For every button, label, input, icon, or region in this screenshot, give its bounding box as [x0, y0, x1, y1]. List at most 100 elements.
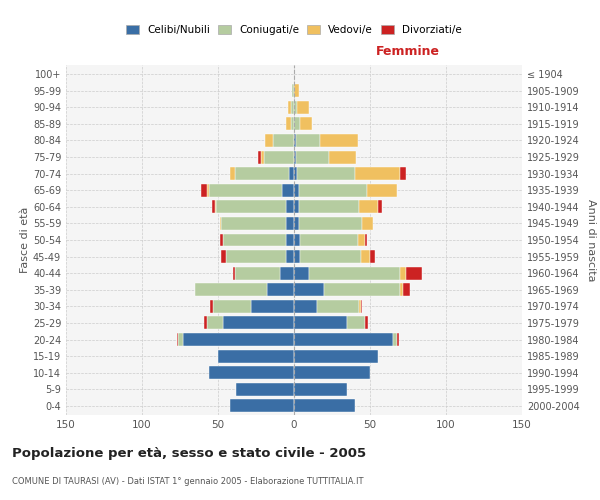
Bar: [400, 167, 406, 180]
Bar: [309, 266, 400, 280]
Bar: [294, 118, 300, 130]
Bar: [260, 150, 263, 164]
Bar: [208, 316, 223, 330]
Bar: [286, 217, 294, 230]
Bar: [359, 300, 361, 313]
Bar: [300, 118, 312, 130]
Bar: [355, 167, 400, 180]
Bar: [294, 400, 355, 412]
Bar: [291, 101, 294, 114]
Bar: [294, 383, 347, 396]
Bar: [299, 184, 367, 196]
Bar: [370, 250, 374, 263]
Bar: [294, 150, 296, 164]
Bar: [221, 250, 226, 263]
Bar: [362, 217, 373, 230]
Bar: [320, 134, 358, 147]
Bar: [406, 266, 422, 280]
Bar: [294, 134, 296, 147]
Bar: [300, 234, 358, 246]
Bar: [235, 266, 280, 280]
Bar: [217, 200, 286, 213]
Bar: [209, 184, 282, 196]
Bar: [220, 217, 221, 230]
Bar: [294, 84, 299, 97]
Bar: [294, 316, 347, 330]
Bar: [329, 150, 356, 164]
Bar: [257, 150, 260, 164]
Bar: [286, 200, 294, 213]
Bar: [218, 350, 294, 362]
Bar: [251, 300, 294, 313]
Bar: [292, 84, 294, 97]
Bar: [365, 316, 368, 330]
Bar: [280, 266, 294, 280]
Bar: [288, 101, 291, 114]
Bar: [223, 234, 286, 246]
Bar: [230, 400, 294, 412]
Bar: [393, 333, 397, 346]
Bar: [291, 118, 294, 130]
Bar: [177, 333, 178, 346]
Bar: [400, 266, 406, 280]
Bar: [211, 300, 214, 313]
Bar: [220, 234, 223, 246]
Bar: [296, 150, 329, 164]
Bar: [377, 200, 382, 213]
Bar: [294, 333, 393, 346]
Bar: [294, 284, 325, 296]
Bar: [286, 234, 294, 246]
Bar: [294, 200, 299, 213]
Bar: [294, 184, 299, 196]
Bar: [358, 234, 365, 246]
Bar: [294, 234, 300, 246]
Bar: [273, 134, 294, 147]
Bar: [208, 184, 209, 196]
Bar: [266, 284, 294, 296]
Bar: [205, 316, 208, 330]
Bar: [221, 217, 286, 230]
Bar: [282, 184, 294, 196]
Text: Femmine: Femmine: [376, 45, 440, 58]
Bar: [294, 300, 317, 313]
Bar: [359, 200, 377, 213]
Bar: [294, 350, 377, 362]
Bar: [195, 284, 266, 296]
Bar: [367, 184, 397, 196]
Text: COMUNE DI TAURASI (AV) - Dati ISTAT 1° gennaio 2005 - Elaborazione TUTTITALIA.IT: COMUNE DI TAURASI (AV) - Dati ISTAT 1° g…: [12, 478, 364, 486]
Bar: [294, 266, 309, 280]
Bar: [226, 250, 286, 263]
Bar: [235, 167, 289, 180]
Bar: [215, 200, 217, 213]
Bar: [209, 366, 294, 379]
Bar: [397, 333, 399, 346]
Bar: [361, 250, 370, 263]
Bar: [183, 333, 294, 346]
Bar: [400, 284, 403, 296]
Bar: [347, 316, 365, 330]
Bar: [201, 184, 208, 196]
Bar: [289, 167, 294, 180]
Bar: [214, 300, 251, 313]
Bar: [325, 284, 400, 296]
Bar: [178, 333, 183, 346]
Bar: [365, 234, 367, 246]
Bar: [297, 101, 309, 114]
Bar: [223, 316, 294, 330]
Bar: [265, 134, 273, 147]
Bar: [299, 217, 362, 230]
Bar: [294, 101, 297, 114]
Bar: [286, 250, 294, 263]
Bar: [294, 217, 299, 230]
Bar: [286, 118, 291, 130]
Bar: [236, 383, 294, 396]
Bar: [300, 250, 361, 263]
Bar: [317, 300, 359, 313]
Bar: [212, 200, 215, 213]
Bar: [361, 300, 362, 313]
Bar: [296, 134, 320, 147]
Text: Popolazione per età, sesso e stato civile - 2005: Popolazione per età, sesso e stato civil…: [12, 448, 366, 460]
Bar: [230, 167, 235, 180]
Bar: [233, 266, 235, 280]
Bar: [263, 150, 294, 164]
